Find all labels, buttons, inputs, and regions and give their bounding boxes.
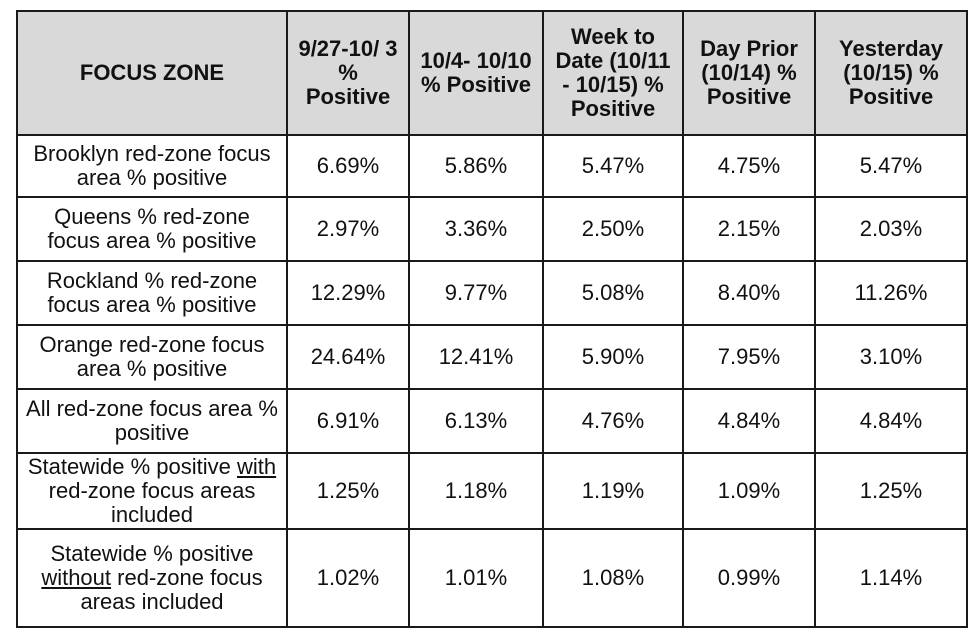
table-cell: 4.76% [542, 388, 684, 454]
row-label-text: red-zone focus areas included [48, 478, 256, 527]
table-cell: 6.13% [408, 388, 544, 454]
table-row: Queens % red-zone focus area % positive … [16, 196, 968, 262]
row-label-rockland: Rockland % red-zone focus area % positiv… [16, 260, 288, 326]
table-cell: 5.08% [542, 260, 684, 326]
table-cell: 6.69% [286, 134, 410, 198]
table-row: Statewide % positive without red-zone fo… [16, 528, 968, 628]
table-row: Brooklyn red-zone focus area % positive … [16, 134, 968, 198]
table-cell: 12.41% [408, 324, 544, 390]
table-cell: 4.75% [682, 134, 816, 198]
row-label-statewide-without: Statewide % positive without red-zone fo… [16, 528, 288, 628]
table-cell: 9.77% [408, 260, 544, 326]
table-header-row: FOCUS ZONE 9/27-10/ 3 % Positive 10/4- 1… [16, 10, 968, 136]
table-cell: 0.99% [682, 528, 816, 628]
table-cell: 1.25% [814, 452, 968, 530]
row-label-statewide-with: Statewide % positive with red-zone focus… [16, 452, 288, 530]
table-cell: 2.15% [682, 196, 816, 262]
table-cell: 1.02% [286, 528, 410, 628]
table-row: Statewide % positive with red-zone focus… [16, 452, 968, 530]
table-row: Rockland % red-zone focus area % positiv… [16, 260, 968, 326]
header-yesterday: Yesterday (10/15) % Positive [814, 10, 968, 136]
row-label-all-red-zone: All red-zone focus area % positive [16, 388, 288, 454]
table-cell: 7.95% [682, 324, 816, 390]
row-label-brooklyn: Brooklyn red-zone focus area % positive [16, 134, 288, 198]
table-cell: 12.29% [286, 260, 410, 326]
row-label-emphasis: with [236, 454, 277, 479]
row-label-orange: Orange red-zone focus area % positive [16, 324, 288, 390]
table-cell: 5.47% [542, 134, 684, 198]
table-row: Orange red-zone focus area % positive 24… [16, 324, 968, 390]
table-cell: 3.10% [814, 324, 968, 390]
table-cell: 2.97% [286, 196, 410, 262]
focus-zone-table: FOCUS ZONE 9/27-10/ 3 % Positive 10/4- 1… [16, 10, 968, 628]
header-10-4-10-10: 10/4- 10/10 % Positive [408, 10, 544, 136]
row-label-text: red-zone focus areas included [80, 565, 263, 614]
table-cell: 24.64% [286, 324, 410, 390]
table-cell: 5.86% [408, 134, 544, 198]
table-cell: 6.91% [286, 388, 410, 454]
table-cell: 2.03% [814, 196, 968, 262]
row-label-emphasis: without [41, 565, 112, 590]
table-cell: 5.47% [814, 134, 968, 198]
header-focus-zone: FOCUS ZONE [16, 10, 288, 136]
table-cell: 8.40% [682, 260, 816, 326]
row-label-queens: Queens % red-zone focus area % positive [16, 196, 288, 262]
header-9-27-10-3: 9/27-10/ 3 % Positive [286, 10, 410, 136]
table-cell: 1.01% [408, 528, 544, 628]
row-label-text: Statewide % positive [27, 454, 237, 479]
table-cell: 1.14% [814, 528, 968, 628]
row-label-text: Statewide % positive [50, 541, 254, 566]
header-week-to-date: Week to Date (10/11 - 10/15) % Positive [542, 10, 684, 136]
table-cell: 2.50% [542, 196, 684, 262]
table-cell: 4.84% [814, 388, 968, 454]
table-row: All red-zone focus area % positive 6.91%… [16, 388, 968, 454]
table-cell: 1.18% [408, 452, 544, 530]
table-cell: 1.09% [682, 452, 816, 530]
focus-zone-table-container: FOCUS ZONE 9/27-10/ 3 % Positive 10/4- 1… [16, 10, 968, 628]
table-cell: 3.36% [408, 196, 544, 262]
table-cell: 5.90% [542, 324, 684, 390]
table-cell: 1.08% [542, 528, 684, 628]
table-cell: 11.26% [814, 260, 968, 326]
header-day-prior: Day Prior (10/14) % Positive [682, 10, 816, 136]
table-cell: 4.84% [682, 388, 816, 454]
table-cell: 1.19% [542, 452, 684, 530]
table-cell: 1.25% [286, 452, 410, 530]
